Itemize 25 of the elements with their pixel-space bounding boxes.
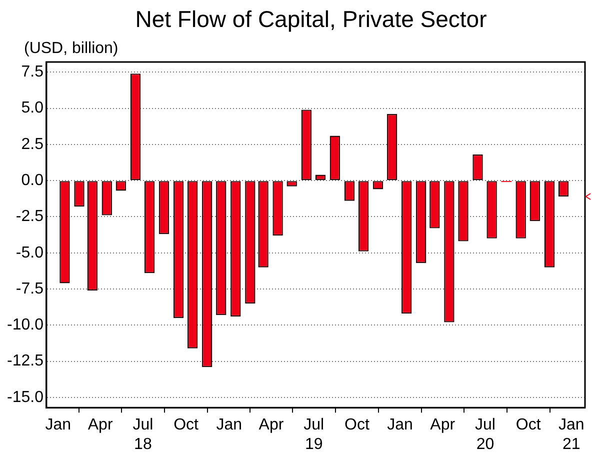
x-tick-label: Apr	[88, 416, 114, 434]
x-tick-label: Jul 20	[475, 416, 496, 453]
x-tick-label: Apr	[258, 416, 284, 434]
x-tick-label: Jan 21	[558, 416, 584, 453]
chart-title: Net Flow of Capital, Private Sector	[134, 6, 488, 33]
x-tick-label: Apr	[430, 416, 456, 434]
y-tick-label: 2.5	[21, 136, 44, 153]
x-tick-label: Jul 18	[132, 416, 154, 453]
x-tick-label: Jan	[216, 416, 242, 434]
x-tick-label: Jan	[387, 416, 413, 434]
x-tick-label: Jan	[45, 416, 72, 434]
y-tick-label: -15.0	[7, 388, 44, 406]
y-tick-label: -2.5	[16, 208, 44, 226]
y-tick-label: 7.5	[21, 64, 44, 81]
x-tick-label: Oct	[174, 416, 200, 434]
y-tick-label: -7.5	[16, 280, 44, 298]
x-tick-label: Oct	[516, 416, 542, 434]
y-tick-label: -12.5	[7, 352, 44, 370]
x-tick-label: Jul 19	[304, 416, 324, 453]
y-tick-label: 0.0	[21, 172, 44, 189]
y-axis-title: (USD, billion)	[24, 40, 118, 58]
y-tick-label: 5.0	[21, 100, 44, 117]
y-tick-label: -10.0	[7, 316, 44, 334]
x-tick-label: Oct	[344, 416, 370, 434]
y-tick-label: -5.0	[16, 244, 44, 262]
